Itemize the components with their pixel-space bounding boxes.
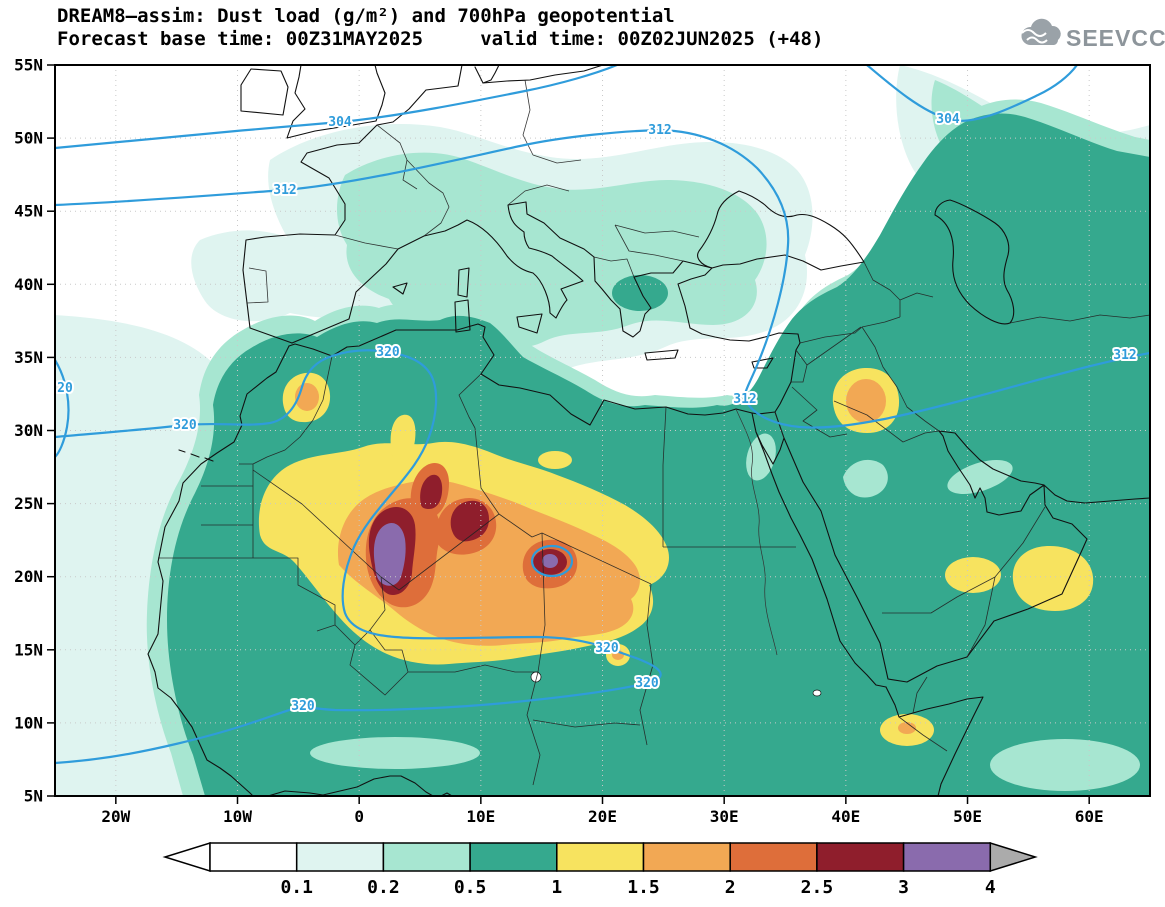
lat-tick-label: 55N	[14, 56, 43, 75]
lon-tick-label: 0	[354, 807, 364, 826]
contour-label-320-clipped: 20	[57, 381, 73, 396]
contour-label-320: 320	[595, 641, 619, 656]
contour-label-320: 320	[635, 676, 659, 691]
country-borders	[158, 79, 1150, 786]
colorbar-level-label: 4	[985, 877, 996, 898]
contour-label-312: 312	[273, 183, 296, 198]
nile-river	[735, 408, 778, 656]
colorbar-segment	[816, 842, 905, 872]
lat-tick-label: 25N	[14, 494, 43, 513]
colorbar-segment	[295, 842, 385, 872]
contour-label-320: 320	[291, 699, 315, 714]
colorbar-level-label: 1.5	[627, 877, 660, 898]
colorbar-segment	[902, 842, 992, 872]
colorbar-segment	[642, 842, 731, 872]
lon-tick-label: 20W	[101, 807, 130, 826]
lon-tick-label: 20E	[588, 807, 617, 826]
colorbar-segment	[382, 842, 471, 872]
lon-tick-label: 60E	[1075, 807, 1104, 826]
colorbar-level-label: 0.5	[454, 877, 487, 898]
colorbar-segment	[556, 842, 645, 872]
logo: SEEVCCC	[1021, 18, 1165, 51]
colorbar-level-label: 0.2	[367, 877, 400, 898]
lat-tick-label: 45N	[14, 202, 43, 221]
colorbar-level-label: 3	[898, 877, 909, 898]
contour-label-312: 312	[733, 392, 756, 407]
lat-tick-label: 5N	[24, 787, 43, 806]
axes: 55N 50N 45N 40N 35N 30N 25N 20N 15N 10N 5N 20W 10W 0 1…	[14, 56, 1104, 827]
map-area: 304 304 312 312 312 312 320 320 320 320 …	[55, 65, 1150, 796]
coastlines	[147, 65, 1150, 796]
colorbar-level-label: 1	[551, 877, 562, 898]
lat-tick-label: 10N	[14, 713, 43, 732]
lon-tick-label: 10W	[223, 807, 252, 826]
colorbar-segment	[469, 842, 558, 872]
lat-tick-label: 15N	[14, 640, 43, 659]
lat-tick-label: 50N	[14, 129, 43, 148]
cloud-icon	[1021, 18, 1061, 45]
colorbar-level-label: 2	[725, 877, 736, 898]
lon-tick-label: 50E	[953, 807, 982, 826]
chart-title: DREAM8—assim: Dust load (g/m²) and 700hP…	[57, 5, 675, 27]
lon-tick-label: 40E	[831, 807, 860, 826]
lon-tick-label: 10E	[466, 807, 495, 826]
colorbar-left-arrow	[162, 841, 211, 873]
lat-tick-label: 30N	[14, 421, 43, 440]
colorbar-level-label: 0.1	[280, 877, 313, 898]
graticule	[55, 65, 1150, 796]
contour-label-320: 320	[376, 345, 400, 360]
contour-label-312: 312	[1113, 348, 1136, 363]
lat-tick-label: 40N	[14, 275, 43, 294]
colorbar-segment	[729, 842, 818, 872]
dust-light-patches	[310, 433, 1140, 791]
colorbar-level-label: 2.5	[801, 877, 834, 898]
contour-label-312: 312	[648, 123, 671, 138]
lat-tick-label: 35N	[14, 348, 43, 367]
chart-subtitle: Forecast base time: 00Z31MAY2025 valid t…	[57, 28, 823, 50]
contour-label-304: 304	[328, 115, 352, 130]
lon-tick-label: 30E	[710, 807, 739, 826]
geopotential-contours: 304 304 312 312 312 312 320 320 320 320 …	[55, 65, 1150, 765]
logo-label: SEEVCCC	[1066, 25, 1165, 51]
colorbar-segment	[209, 842, 298, 872]
contour-label-320: 320	[173, 418, 197, 433]
colorbar-right-arrow	[989, 841, 1038, 873]
colorbar-legend: 0.1 0.2 0.5 1 1.5 2 2.5 3 4	[162, 841, 1038, 898]
lat-tick-label: 20N	[14, 567, 43, 586]
contour-label-304: 304	[936, 112, 960, 127]
dust-fill-level-3	[373, 522, 558, 586]
